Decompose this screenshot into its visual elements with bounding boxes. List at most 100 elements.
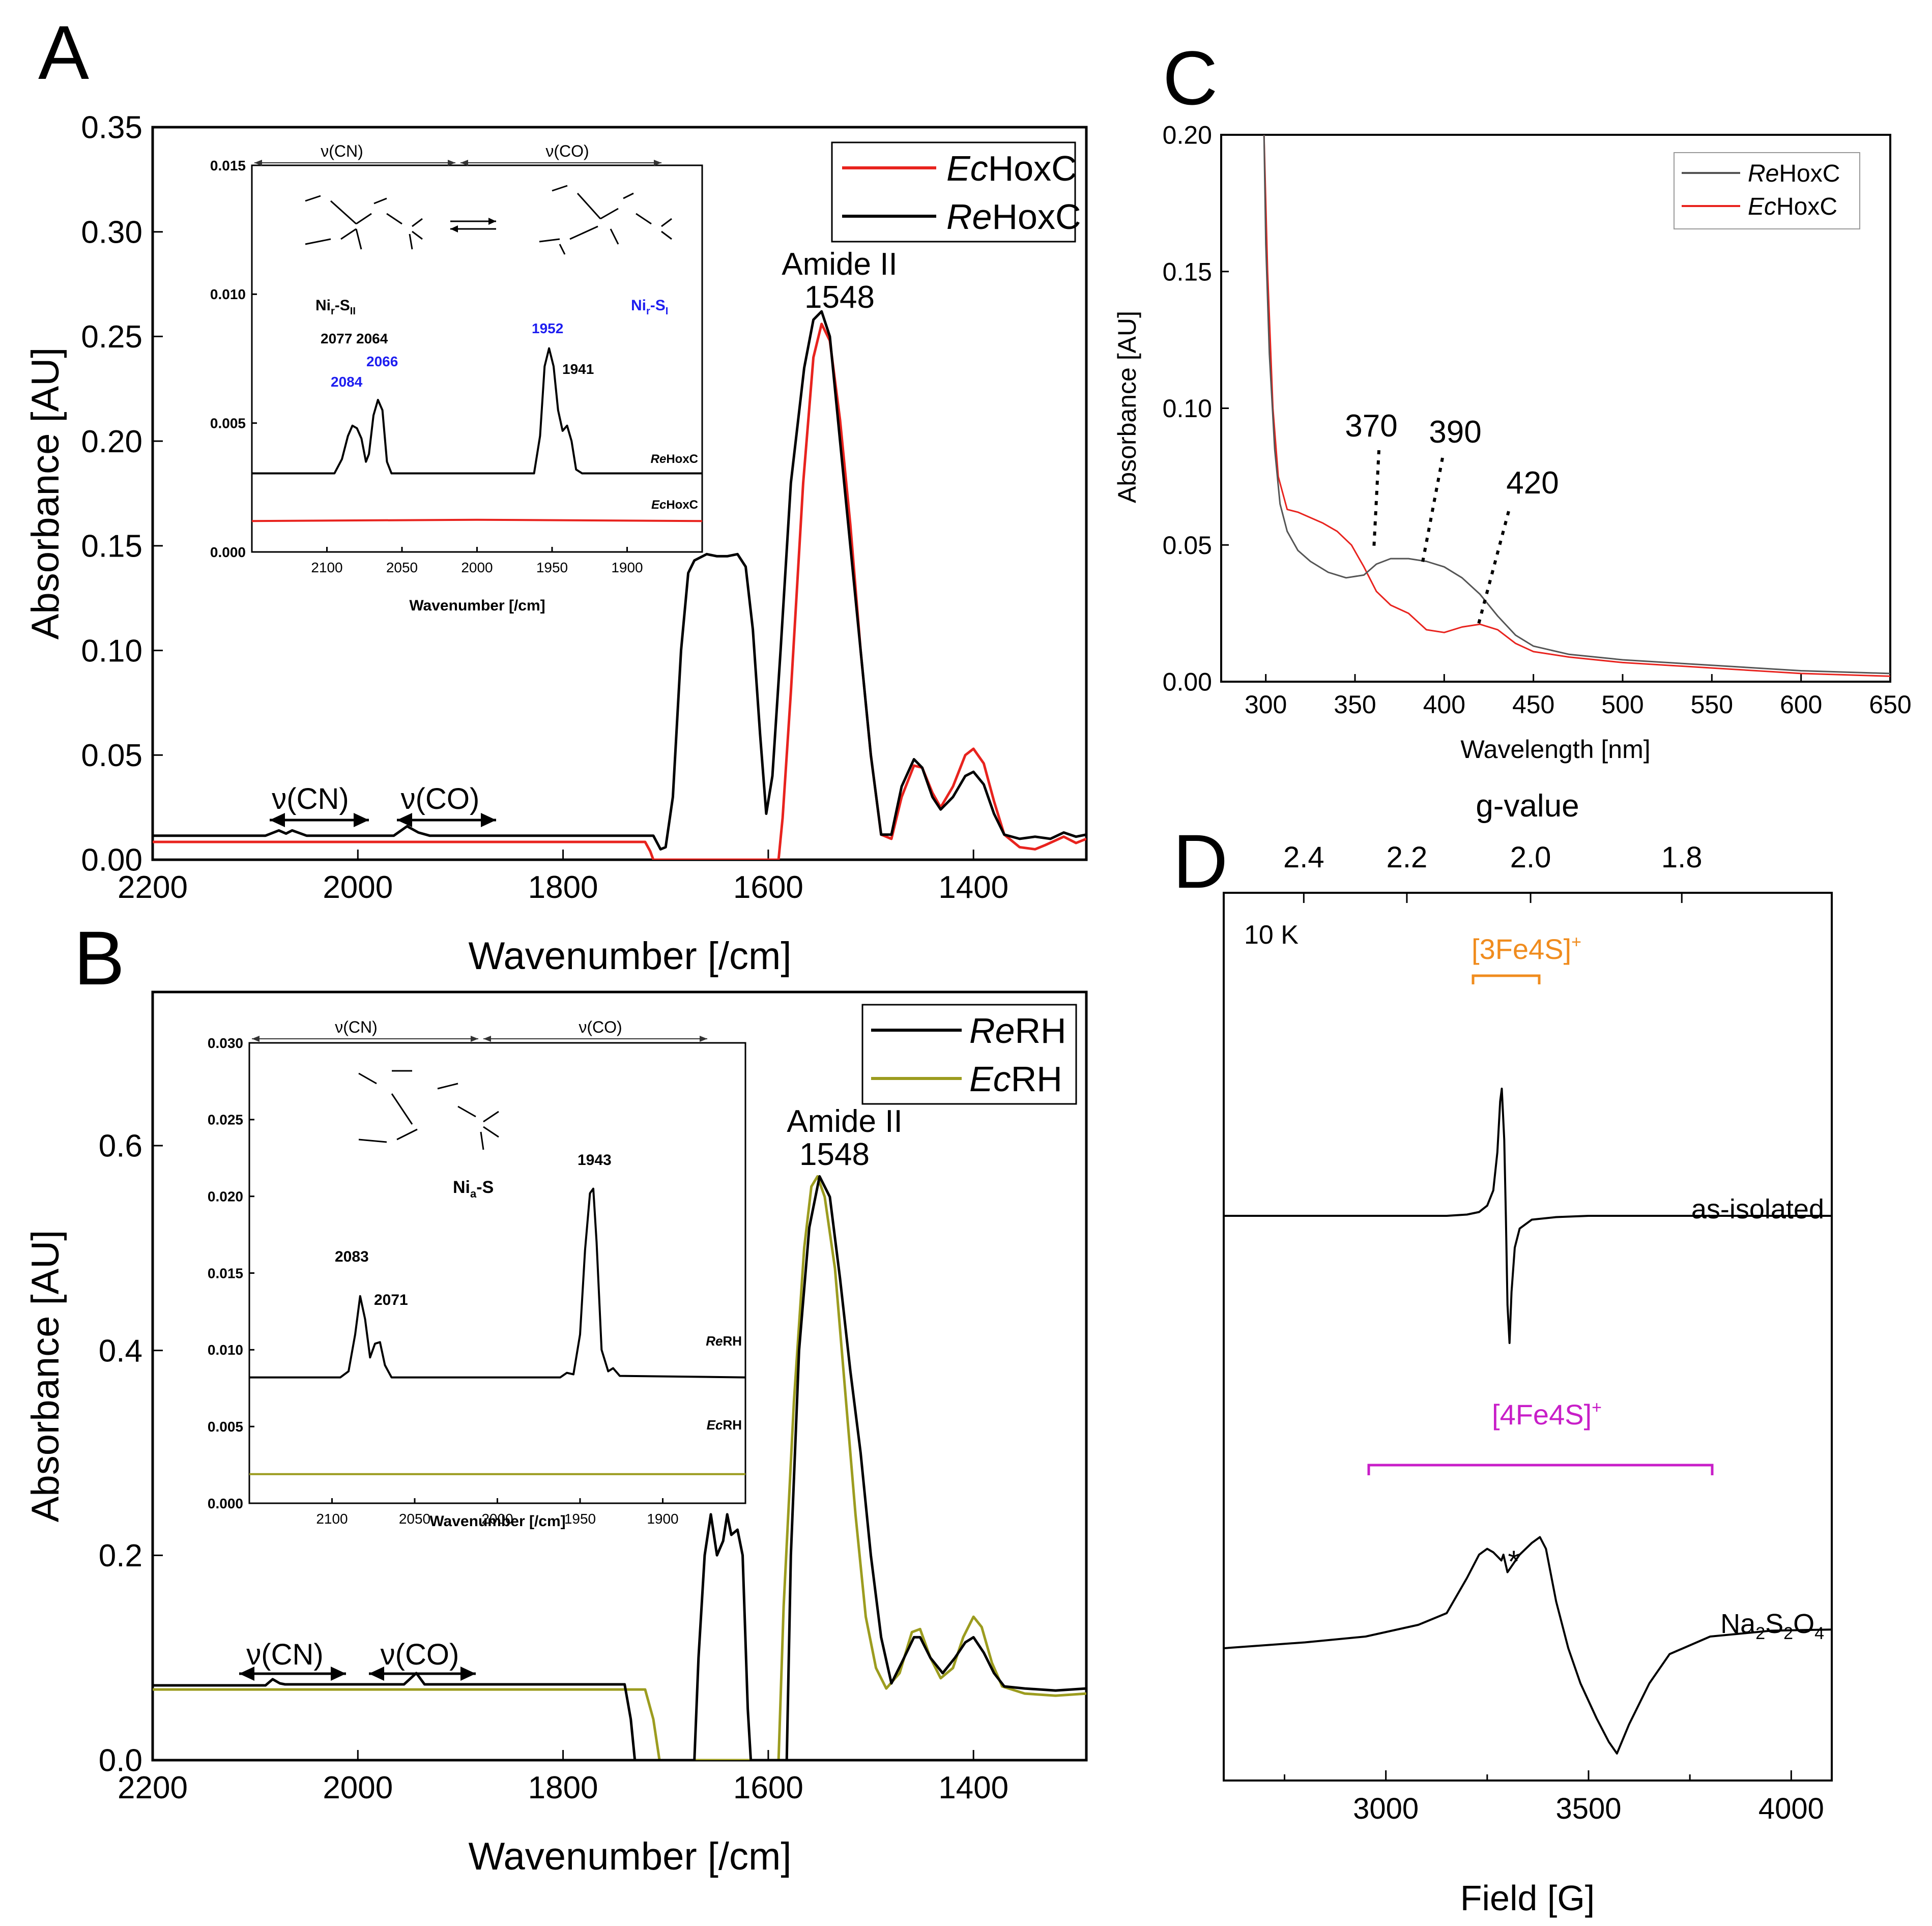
panel-b-inset: 2100 2050 2000 1950 1900 0.000 0.005 0.010 0.01… [208, 1018, 746, 1530]
panel-c-legend-ec: EcHoxC [1748, 193, 1837, 220]
panel-c-legend: ReHoxC EcHoxC [1674, 152, 1860, 229]
panel-b-legend: ReRH EcRH [861, 1004, 1077, 1105]
panel-a-x-label: Wavenumber [/cm] [469, 935, 792, 978]
panel-c-xtick-label: 650 [1869, 690, 1911, 719]
panel-b-inset-ytick-label: 0.030 [208, 1035, 243, 1051]
panel-b-inset-peak-2083: 2083 [335, 1248, 369, 1265]
panel-c-ytick-label: 0.20 [1163, 121, 1212, 150]
panel-a-inset-line-rehoxc [252, 347, 702, 475]
panel-b-frame [151, 990, 1088, 1762]
panel-b-inset-ytick-label: 0.005 [208, 1419, 243, 1435]
panel-a-inset-ytick-label: 0.015 [210, 158, 246, 173]
panel-d-series [1224, 1088, 1832, 1755]
panel-d-star: * [1508, 1544, 1519, 1579]
panel-a-inset: 2100 2050 2000 1950 1900 0.000 0.005 0.010 0.01… [210, 142, 703, 614]
panel-b-inset-band-arrows [252, 1036, 707, 1042]
panel-b-xtick-label: 2000 [323, 1770, 393, 1805]
panel-d-xtick-label: 3500 [1555, 1792, 1621, 1825]
panel-b-inset-xtick-label: 2050 [399, 1511, 430, 1527]
panel-a-legend: EcHoxC ReHoxC [831, 141, 1081, 243]
panel-a-xtick-label: 2000 [323, 870, 393, 905]
panel-a-legend-ec: EcHoxC [946, 149, 1077, 188]
panel-b-line-rerh [153, 1175, 1086, 1760]
panel-a-inset-xtick-label: 2100 [311, 560, 342, 575]
panel-a-xtick-label: 1400 [938, 870, 1008, 905]
panel-b-ytick-label: 0.6 [99, 1129, 142, 1164]
panel-b-co-arrow [369, 1667, 476, 1681]
panel-b-band-co: ν(CO) [381, 1638, 459, 1671]
panel-a-y-axis: 0.00 0.05 0.10 0.15 0.20 0.25 0.30 0.35 [81, 110, 163, 878]
panel-b-inset-peak-1943: 1943 [578, 1152, 612, 1169]
panel-a-inset-frame [251, 164, 703, 553]
panel-c-annot-420-leader [1477, 511, 1510, 626]
panel-b-inset-ytick-label: 0.010 [208, 1342, 243, 1358]
panel-a-inset-xtick-label: 1950 [536, 560, 568, 575]
panel-d-bracket-3fe [1472, 974, 1541, 984]
panel-d: D g-value 3000 3500 4000 2.4 2.2 2.0 1.8 Fiel… [1173, 789, 1833, 1918]
panel-d-frame [1223, 892, 1833, 1782]
panel-a-equilibrium-arrows [450, 218, 496, 232]
panel-b-ytick-label: 0.2 [99, 1538, 142, 1573]
panel-d-letter: D [1173, 819, 1228, 904]
panel-a-inset-state-right: Nir-SI [631, 297, 668, 317]
panel-d-line-dithionite [1224, 1536, 1832, 1755]
panel-a-cn-arrow [270, 813, 369, 827]
panel-a-ytick-label: 0.20 [81, 424, 142, 459]
panel-d-toptick-label: 2.2 [1387, 841, 1428, 874]
panel-b-band-cn: ν(CN) [246, 1638, 323, 1671]
panel-a-line-echoxc [153, 323, 1086, 860]
panel-a-letter: A [38, 10, 89, 95]
panel-a-line-rehoxc [153, 310, 1086, 851]
panel-b-inset-peak-2071: 2071 [374, 1292, 408, 1308]
panel-d-top-axis: 2.4 2.2 2.0 1.8 [1283, 841, 1703, 903]
panel-a-series [153, 310, 1086, 860]
panel-a-inset-ytick-label: 0.000 [210, 544, 246, 560]
panel-a-inset-y-axis: 0.000 0.005 0.010 0.015 [210, 158, 257, 560]
panel-a-inset-trace-ec: EcHoxC [651, 498, 698, 512]
panel-c-series [1263, 135, 1890, 677]
panel-a-inset-band-arrows [254, 160, 661, 166]
panel-c-xtick-label: 300 [1245, 690, 1287, 719]
panel-b-inset-frame [248, 1042, 746, 1504]
panel-d-species-4fe: [4Fe4S]+ [1492, 1398, 1602, 1431]
panel-a-xtick-label: 2200 [118, 870, 188, 905]
panel-b-inset-trace-ec: EcRH [707, 1417, 742, 1433]
panel-b-xtick-label: 1600 [733, 1770, 803, 1805]
panel-c-xtick-label: 550 [1691, 690, 1733, 719]
panel-b-letter: B [74, 915, 125, 1001]
panel-a-inset-ytick-label: 0.010 [210, 286, 246, 302]
panel-b-line-ecrh [153, 1175, 1086, 1760]
panel-b-y-axis: 0.0 0.2 0.4 0.6 [99, 1129, 163, 1778]
panel-a-ytick-label: 0.25 [81, 319, 142, 355]
panel-b-x-label: Wavenumber [/cm] [469, 1835, 792, 1878]
panel-b-inset-ytick-label: 0.020 [208, 1188, 243, 1204]
panel-d-x-axis: 3000 3500 4000 [1284, 1770, 1824, 1825]
panel-a-xtick-label: 1600 [733, 870, 803, 905]
panel-a-inset-trace-re: ReHoxC [651, 452, 698, 466]
panel-b-ytick-label: 0.0 [99, 1743, 142, 1778]
panel-a-xtick-label: 1800 [528, 870, 598, 905]
panel-c-y-label: Absorbance [AU] [1113, 311, 1141, 503]
panel-c-ytick-label: 0.00 [1163, 668, 1212, 696]
panel-a-inset-peak-2064: 2064 [356, 331, 388, 346]
panel-b-legend-box [861, 1004, 1077, 1105]
panel-a-inset-band-cn: ν(CN) [321, 142, 363, 160]
panel-b-inset-xtick-label: 1900 [647, 1511, 678, 1527]
panel-d-label-reduced: Na2S2O4 [1720, 1609, 1824, 1643]
panel-b-inset-ytick-label: 0.000 [208, 1496, 243, 1511]
panel-a: A 2200 2000 1800 1600 1400 0.000.050.100.150… [24, 10, 1088, 978]
panel-a-co-arrow [397, 813, 496, 827]
panel-d-top-label: g-value [1476, 789, 1579, 824]
panel-b-xtick-label: 2200 [118, 1770, 188, 1805]
panel-a-structure-right [539, 185, 672, 255]
panel-a-inset-x-label: Wavenumber [/cm] [409, 597, 545, 614]
panel-a-inset-series [252, 347, 702, 522]
panel-b-inset-xtick-label: 1950 [564, 1511, 596, 1527]
panel-a-structure-left [305, 195, 423, 250]
panel-b-inset-trace-re: ReRH [706, 1333, 742, 1349]
panel-d-xtick-label: 4000 [1758, 1792, 1824, 1825]
panel-b-inset-state: Nia-S [453, 1178, 494, 1200]
panel-c-xtick-label: 450 [1512, 690, 1554, 719]
panel-b-inset-band-cn: ν(CN) [335, 1018, 378, 1036]
